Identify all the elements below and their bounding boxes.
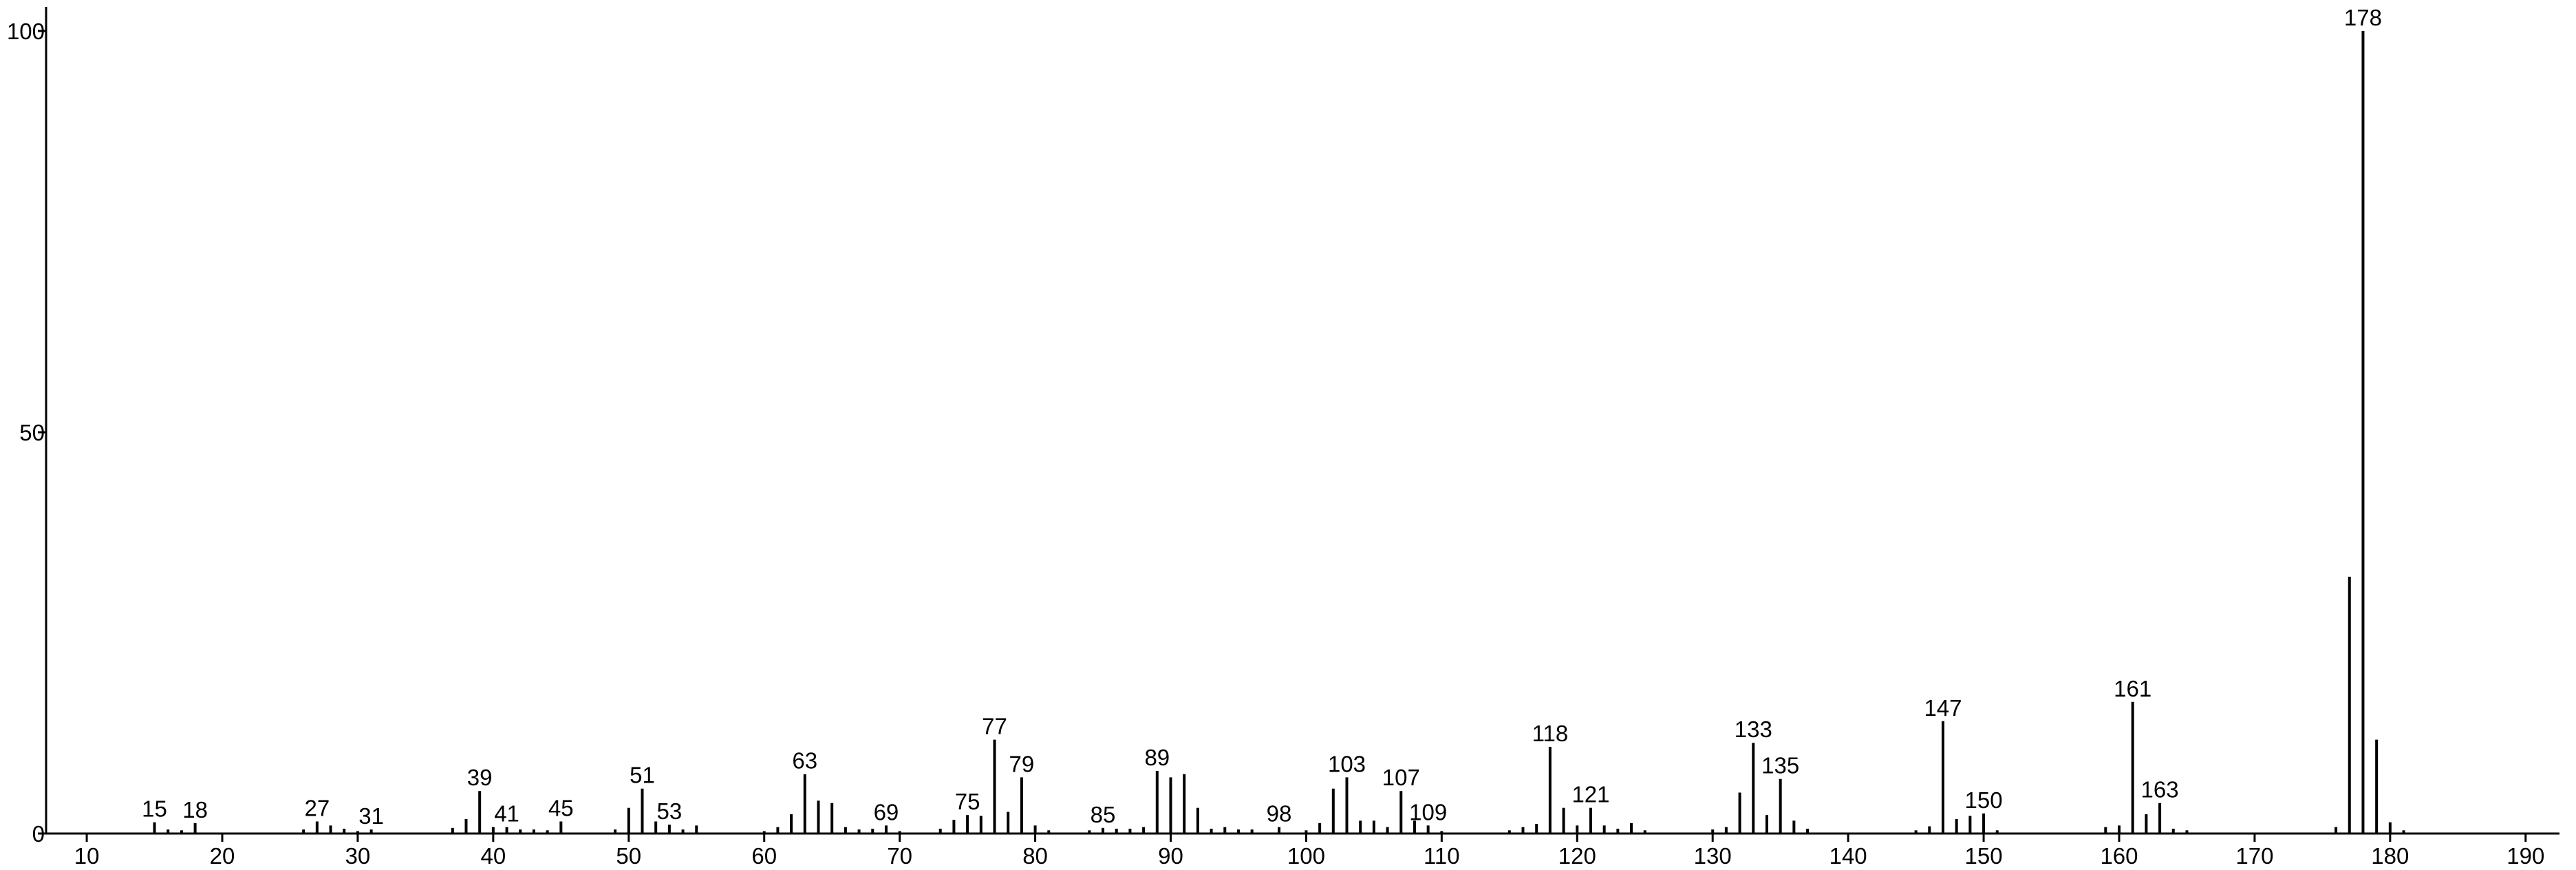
peak-label: 118 <box>1532 721 1569 746</box>
peak-label: 18 <box>182 797 208 823</box>
peak-label: 41 <box>494 801 519 827</box>
x-tick-label: 20 <box>210 843 235 869</box>
x-tick-label: 130 <box>1694 843 1732 869</box>
y-tick-label: 50 <box>19 420 45 445</box>
peak-label: 15 <box>142 796 167 822</box>
peak-label: 69 <box>874 799 899 825</box>
peak-label: 103 <box>1328 751 1366 776</box>
peak-label: 98 <box>1267 801 1292 827</box>
peak-label: 133 <box>1735 717 1772 742</box>
peak-label: 39 <box>467 765 493 790</box>
peak-label: 45 <box>548 796 574 821</box>
x-tick-label: 60 <box>751 843 777 869</box>
peak-label: 135 <box>1761 753 1799 778</box>
peak-label: 31 <box>358 803 384 829</box>
y-tick-label: 100 <box>7 19 45 44</box>
peak-label: 107 <box>1382 765 1420 790</box>
peak-label: 109 <box>1409 799 1447 825</box>
x-tick-label: 40 <box>481 843 506 869</box>
peak-label: 75 <box>955 789 980 814</box>
x-tick-label: 50 <box>616 843 641 869</box>
peak-label: 89 <box>1144 745 1170 770</box>
peak-label: 178 <box>2344 5 2382 30</box>
peak-label: 53 <box>657 798 683 824</box>
x-tick-label: 120 <box>1558 843 1596 869</box>
peak-label: 161 <box>2114 676 2151 701</box>
peak-label: 121 <box>1571 782 1609 807</box>
x-tick-label: 140 <box>1829 843 1867 869</box>
peak-label: 150 <box>1965 787 2003 813</box>
y-tick-label: 0 <box>32 821 45 847</box>
x-tick-label: 80 <box>1022 843 1048 869</box>
x-tick-label: 190 <box>2507 843 2544 869</box>
x-tick-label: 10 <box>74 843 100 869</box>
peak-label: 85 <box>1091 802 1116 827</box>
x-tick-label: 30 <box>345 843 371 869</box>
peak-label: 27 <box>304 796 330 821</box>
x-tick-label: 150 <box>1965 843 2003 869</box>
peak-label: 147 <box>1924 695 1962 721</box>
x-tick-label: 70 <box>887 843 912 869</box>
peak-label: 51 <box>630 763 655 788</box>
peak-label: 79 <box>1009 751 1035 776</box>
peak-label: 77 <box>982 714 1007 739</box>
peak-label: 163 <box>2141 777 2179 803</box>
x-tick-label: 170 <box>2235 843 2273 869</box>
x-tick-label: 100 <box>1287 843 1325 869</box>
x-tick-label: 110 <box>1424 843 1460 869</box>
x-tick-label: 90 <box>1158 843 1183 869</box>
x-tick-label: 180 <box>2371 843 2409 869</box>
x-tick-label: 160 <box>2100 843 2138 869</box>
peak-label: 63 <box>792 748 817 774</box>
